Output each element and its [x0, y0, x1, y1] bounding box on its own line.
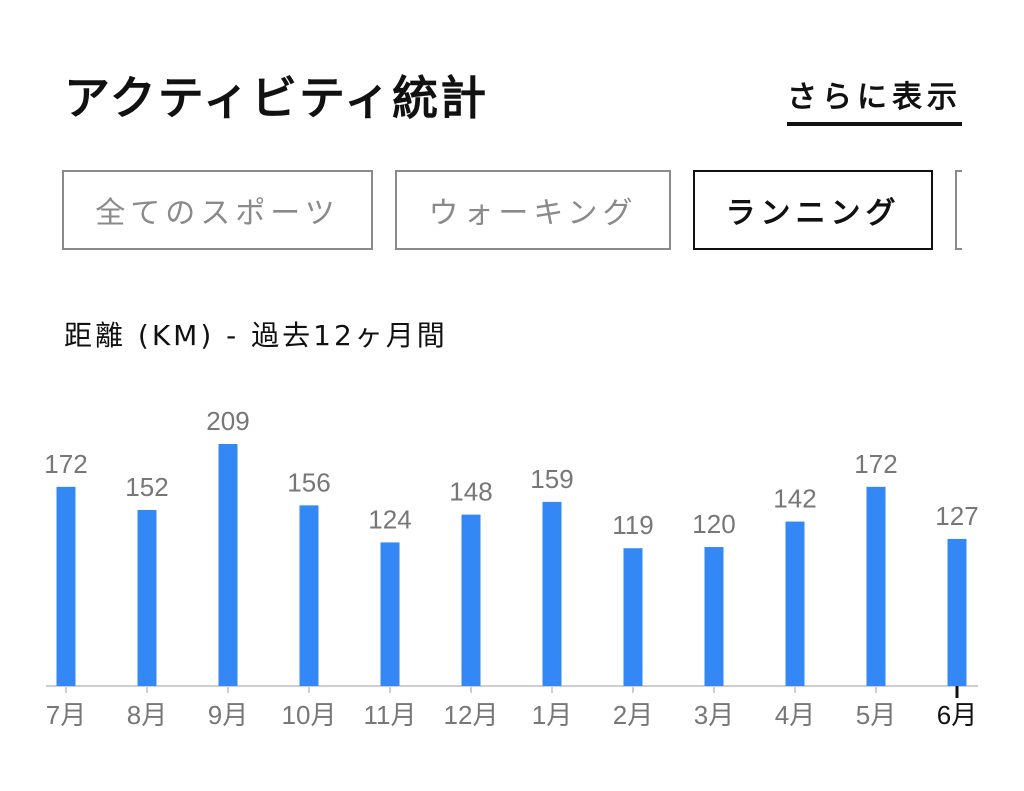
bar[interactable] [380, 542, 400, 686]
x-tick-label: 4月 [775, 700, 815, 730]
tab-all-sports[interactable]: 全てのスポーツ [62, 170, 373, 250]
bar[interactable] [947, 538, 967, 686]
bar[interactable] [542, 501, 562, 686]
x-tick-label: 1月 [532, 700, 572, 730]
x-tick-label: 7月 [46, 700, 86, 730]
data-label: 148 [449, 477, 492, 507]
bar[interactable] [623, 548, 643, 686]
data-label: 120 [692, 509, 735, 539]
data-label: 172 [44, 449, 87, 479]
data-label: 142 [773, 484, 816, 514]
data-label: 209 [206, 406, 249, 436]
tab-running[interactable]: ランニング [693, 170, 933, 250]
bar[interactable] [461, 514, 481, 686]
tab-walking[interactable]: ウォーキング [395, 170, 671, 250]
bar[interactable] [866, 486, 886, 686]
x-tick-label: 3月 [694, 700, 734, 730]
x-tick-label: 12月 [444, 700, 499, 730]
sport-tabs: 全てのスポーツ ウォーキング ランニング [62, 170, 962, 254]
data-label: 159 [530, 464, 573, 494]
data-label: 124 [368, 504, 411, 534]
x-tick-label: 10月 [282, 700, 337, 730]
bar[interactable] [137, 510, 157, 686]
data-label: 152 [125, 472, 168, 502]
distance-bar-chart: 172 7月 152 8月 209 9月 156 10月 124 11月 148 12月 159 1月 11… [44, 406, 978, 730]
bar[interactable] [299, 505, 319, 686]
x-tick-label: 9月 [208, 700, 248, 730]
bar[interactable] [218, 444, 238, 686]
x-tick-label: 2月 [613, 700, 653, 730]
bar[interactable] [704, 547, 724, 686]
bar[interactable] [785, 521, 805, 686]
chart-subtitle: 距離 (KM) - 過去12ヶ月間 [64, 319, 448, 352]
x-tick-label: 6月 [937, 700, 977, 730]
tab-partial-next[interactable] [955, 170, 962, 250]
data-label: 119 [612, 510, 653, 540]
page-title: アクティビティ統計 [64, 71, 489, 125]
bar[interactable] [56, 486, 76, 686]
data-label: 156 [287, 467, 330, 497]
x-tick-label: 8月 [127, 700, 167, 730]
data-label: 172 [854, 449, 897, 479]
show-more-link[interactable]: さらに表示 [787, 72, 962, 126]
x-tick-label: 5月 [856, 700, 896, 730]
x-tick-label: 11月 [364, 700, 417, 730]
data-label: 127 [935, 501, 978, 531]
